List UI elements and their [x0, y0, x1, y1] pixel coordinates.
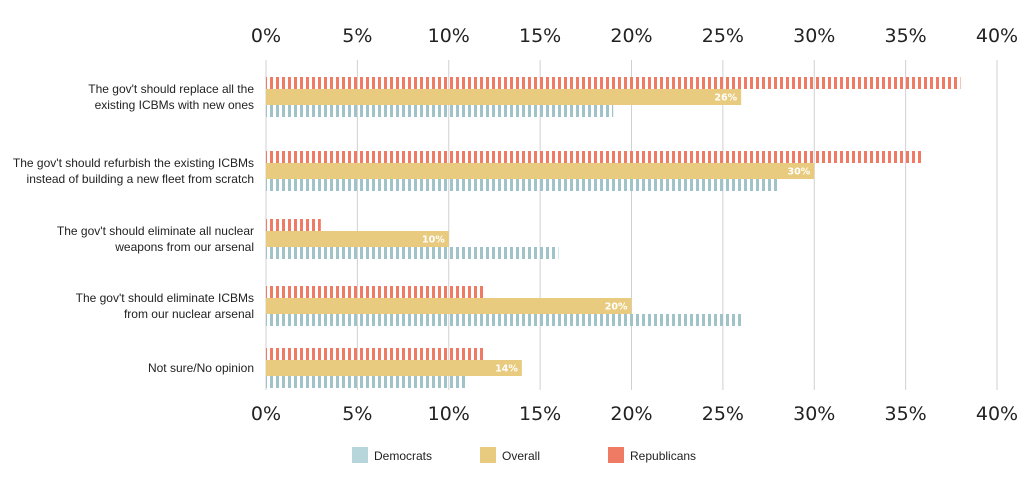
bar-overall: [266, 360, 522, 376]
category-label: from our nuclear arsenal: [124, 307, 254, 321]
category-label: weapons from our arsenal: [114, 240, 254, 254]
category-label: The gov't should eliminate ICBMs: [76, 291, 254, 305]
x-tick-label-bottom: 35%: [885, 403, 927, 425]
x-tick-label-bottom: 20%: [610, 403, 652, 425]
category-label: The gov't should eliminate all nuclear: [57, 224, 254, 238]
legend-swatch: [608, 447, 624, 463]
x-tick-label-top: 25%: [702, 25, 744, 47]
bar-democrats: [266, 179, 778, 191]
bar-republicans: [266, 219, 321, 231]
bar-overall: [266, 231, 449, 247]
x-tick-label-top: 10%: [428, 25, 470, 47]
x-tick-label-bottom: 40%: [976, 403, 1018, 425]
legend-label: Democrats: [374, 449, 432, 463]
category-labels: The gov't should replace all the existing…: [13, 82, 254, 375]
bar-overall: [266, 89, 742, 105]
bar-overall: [266, 298, 632, 314]
bar-republicans: [266, 286, 486, 298]
data-label: 30%: [788, 167, 811, 178]
category-label: instead of building a new fleet from scr…: [27, 172, 254, 186]
data-label: 20%: [605, 302, 628, 313]
x-tick-label-bottom: 0%: [251, 403, 281, 425]
legend-label: Overall: [502, 449, 540, 463]
x-tick-label-bottom: 15%: [519, 403, 561, 425]
x-tick-label-top: 40%: [976, 25, 1018, 47]
x-tick-label-top: 30%: [793, 25, 835, 47]
bar-overall: [266, 163, 815, 179]
bar-democrats: [266, 247, 559, 259]
bar-democrats: [266, 105, 614, 117]
bar-republicans: [266, 151, 924, 163]
category-label: existing ICBMs with new ones: [95, 98, 254, 112]
bar-republicans: [266, 348, 486, 360]
x-tick-label-bottom: 25%: [702, 403, 744, 425]
top-axis: 0% 5% 10% 15% 20% 25% 30% 35% 40%: [251, 25, 1018, 47]
data-label: 14%: [495, 364, 518, 375]
bars: 26% 30% 10% 20% 14%: [266, 77, 961, 388]
legend-swatch: [352, 447, 368, 463]
data-label: 26%: [714, 93, 737, 104]
category-label: Not sure/No opinion: [148, 361, 254, 375]
legend-swatch: [480, 447, 496, 463]
x-tick-label-top: 0%: [251, 25, 281, 47]
bar-democrats: [266, 376, 468, 388]
legend-label: Republicans: [630, 449, 696, 463]
bottom-axis: 0% 5% 10% 15% 20% 25% 30% 35% 40%: [251, 403, 1018, 425]
x-tick-label-bottom: 10%: [428, 403, 470, 425]
data-label: 10%: [422, 235, 445, 246]
bar-republicans: [266, 77, 961, 89]
category-label: The gov't should refurbish the existing …: [13, 156, 254, 170]
x-tick-label-bottom: 5%: [342, 403, 372, 425]
category-label: The gov't should replace all the: [88, 82, 254, 96]
legend: Democrats Overall Republicans: [352, 447, 696, 463]
x-tick-label-top: 35%: [885, 25, 927, 47]
x-tick-label-top: 20%: [610, 25, 652, 47]
x-tick-label-top: 15%: [519, 25, 561, 47]
x-tick-label-bottom: 30%: [793, 403, 835, 425]
bar-democrats: [266, 314, 742, 326]
x-tick-label-top: 5%: [342, 25, 372, 47]
